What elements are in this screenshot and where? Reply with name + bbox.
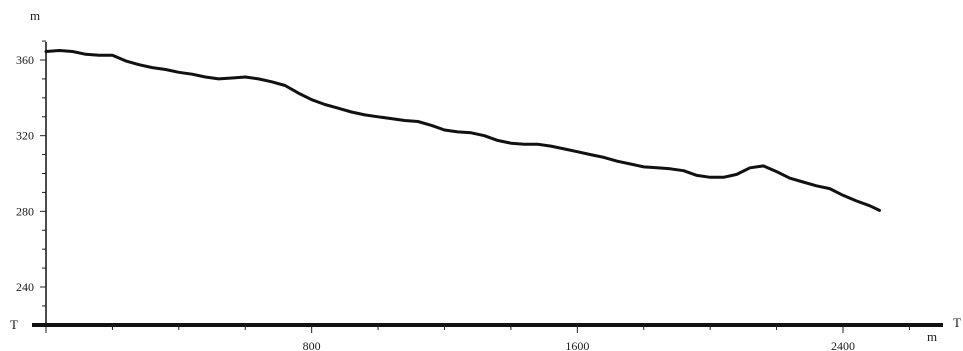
x-tick-label: 2400 [831,339,855,351]
y-tick-label: 320 [16,129,34,143]
x-axis-unit-label: m [927,329,937,344]
y-tick-label: 280 [16,204,34,218]
y-tick-label: 360 [16,53,34,67]
x-tick-label: 1600 [565,339,589,351]
y-axis-unit-label: m [30,8,40,23]
y-axis-base-label: T [10,317,18,332]
elevation-profile-line [44,49,881,212]
y-tick-label: 240 [16,280,34,294]
x-axis-end-label: T [953,315,961,330]
x-tick-label: 800 [303,339,321,351]
